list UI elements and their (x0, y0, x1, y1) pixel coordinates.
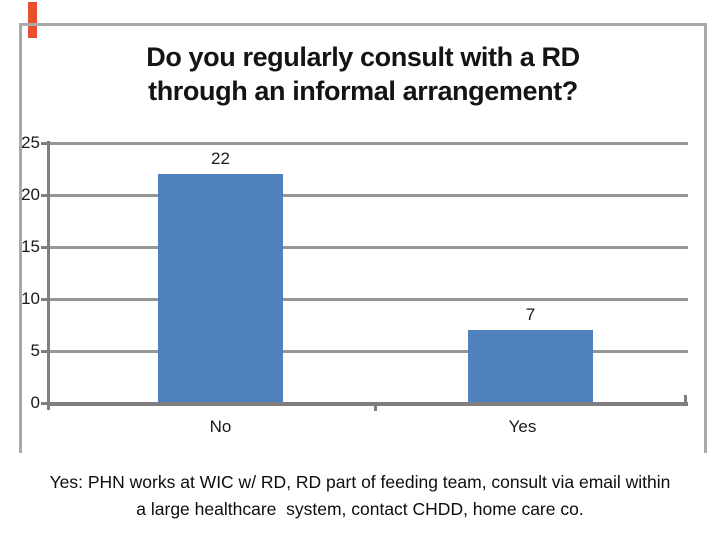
data-label-no: 22 (211, 149, 230, 169)
y-tick-25 (41, 142, 48, 145)
x-axis-middle-tick (374, 403, 377, 411)
category-label-no: No (209, 417, 232, 436)
category-label-yes: Yes (508, 417, 537, 436)
bar-yes (468, 330, 593, 403)
accent-stripe (28, 2, 37, 38)
y-axis-line (47, 141, 50, 410)
y-tick-label-20: 20 (21, 185, 40, 204)
chart-title-line1: Do you regularly consult with a RD (146, 42, 580, 72)
y-tick-label-0: 0 (30, 393, 40, 412)
gridline-5 (48, 350, 688, 353)
y-tick-label-5: 5 (30, 341, 40, 360)
y-tick-0 (41, 402, 48, 405)
x-axis-line (48, 402, 688, 406)
chart-frame (19, 23, 707, 453)
caption-line1: Yes: PHN works at WIC w/ RD, RD part of … (49, 472, 671, 492)
y-tick-label-15: 15 (21, 237, 40, 256)
gridline-15 (48, 246, 688, 249)
caption-line2: a large healthcare system, contact CHDD,… (136, 499, 584, 519)
gridline-10 (48, 298, 688, 301)
chart-title-line2: through an informal arrangement? (148, 76, 578, 106)
y-tick-5 (41, 350, 48, 353)
x-axis-end-stub (684, 395, 687, 403)
y-tick-15 (41, 246, 48, 249)
gridline-25 (48, 142, 688, 145)
y-tick-label-10: 10 (21, 289, 40, 308)
bar-no (158, 174, 283, 403)
gridline-20 (48, 194, 688, 197)
y-tick-10 (41, 298, 48, 301)
data-label-yes: 7 (525, 305, 536, 325)
y-tick-label-25: 25 (21, 133, 40, 152)
chart-title: Do you regularly consult with a RD throu… (19, 40, 707, 108)
y-tick-20 (41, 194, 48, 197)
slide-caption: Yes: PHN works at WIC w/ RD, RD part of … (0, 469, 720, 523)
